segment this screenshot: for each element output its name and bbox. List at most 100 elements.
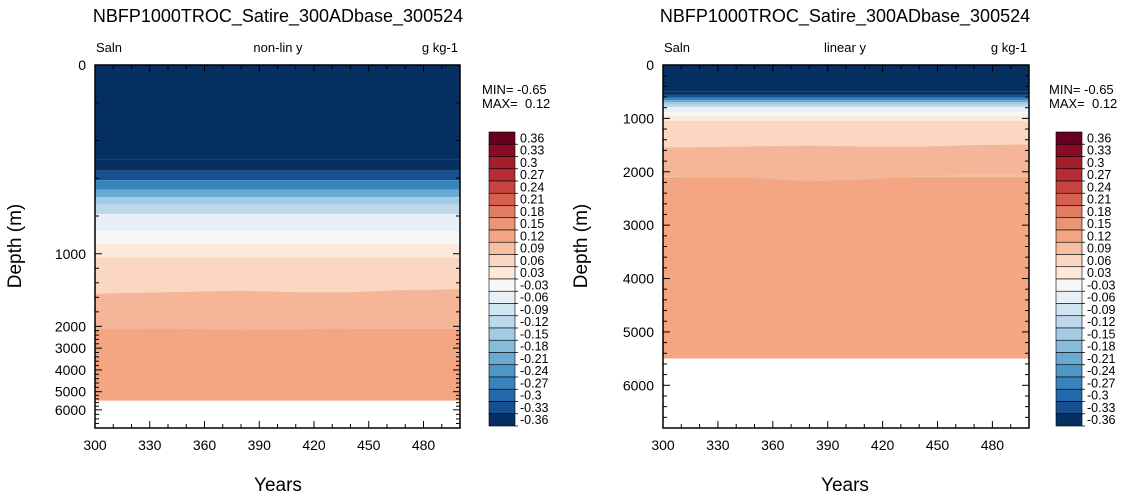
panel-left-xlabel: Years <box>254 475 302 496</box>
colorbar-box <box>1055 217 1083 231</box>
x-tick-label: 480 <box>981 437 1005 453</box>
field-layer <box>95 197 460 205</box>
colorbar-label: 0.27 <box>520 168 544 182</box>
colorbar-box <box>488 168 516 182</box>
salty-layer <box>663 144 1029 182</box>
colorbar-label: 0.24 <box>520 180 544 194</box>
colorbar-box <box>488 327 516 341</box>
below-sea-floor <box>95 400 460 428</box>
panel-right-units-label: g kg-1 <box>991 40 1027 55</box>
colorbar-box <box>1055 315 1083 329</box>
colorbar-box <box>1055 290 1083 304</box>
colorbar-box <box>1055 303 1083 317</box>
colorbar-label: 0.09 <box>1087 242 1111 256</box>
y-tick-label: 3000 <box>55 340 86 356</box>
field-layer <box>95 65 460 160</box>
colorbar-label: 0.09 <box>520 242 544 256</box>
colorbar-box <box>488 143 516 157</box>
colorbar-box <box>1055 131 1083 145</box>
colorbar-box <box>488 401 516 415</box>
colorbar-box <box>1055 327 1083 341</box>
field-layer <box>95 189 460 198</box>
panel-right-ylabel: Depth (m) <box>571 204 592 288</box>
x-tick-label: 390 <box>248 437 272 453</box>
y-tick-label: 5000 <box>623 324 654 340</box>
colorbar-box <box>488 217 516 231</box>
panel-right-y-axis: 0 1000 2000 3000 4000 5000 6000 <box>623 57 1029 429</box>
panel-right-field <box>663 65 1029 428</box>
panel-left-variable-label: Saln <box>96 40 122 55</box>
colorbar-box <box>488 180 516 194</box>
colorbar-box <box>488 352 516 366</box>
x-tick-label: 480 <box>412 437 436 453</box>
x-tick-label: 360 <box>193 437 217 453</box>
x-tick-label: 450 <box>357 437 381 453</box>
colorbar-label: -0.15 <box>1087 327 1116 341</box>
field-layer <box>95 328 460 401</box>
colorbar-label: 0.18 <box>520 205 544 219</box>
colorbar-label: 0.15 <box>1087 217 1111 231</box>
panel-right-xlabel: Years <box>821 475 869 496</box>
colorbar-box <box>1055 388 1083 402</box>
colorbar-box <box>488 413 516 427</box>
panel-right-stat-max: MAX= 0.12 <box>1049 96 1117 111</box>
field-layer <box>663 100 1029 103</box>
colorbar-label: 0.36 <box>520 131 544 145</box>
panel-left-x-axis: 300 330 360 390 420 450 480 <box>83 65 461 453</box>
x-tick-label: 300 <box>83 437 107 453</box>
x-tick-label: 420 <box>302 437 326 453</box>
colorbar-box <box>1055 339 1083 353</box>
x-tick-label: 390 <box>816 437 840 453</box>
colorbar-label: -0.21 <box>1087 352 1116 366</box>
colorbar-label: 0.18 <box>1087 205 1111 219</box>
colorbar-label: -0.03 <box>520 278 549 292</box>
colorbar-label: -0.18 <box>1087 340 1116 354</box>
colorbar-label: 0.3 <box>520 156 537 170</box>
colorbar-label: -0.21 <box>520 352 549 366</box>
field-layer <box>663 177 1029 359</box>
y-tick-label: 4000 <box>623 271 654 287</box>
colorbar-box <box>488 156 516 170</box>
colorbar-box <box>488 229 516 243</box>
colorbar-label: 0.3 <box>1087 156 1104 170</box>
colorbar-box <box>1055 376 1083 390</box>
colorbar-box <box>1055 254 1083 268</box>
colorbar-box <box>488 339 516 353</box>
colorbar-box <box>1055 278 1083 292</box>
colorbar-label: -0.09 <box>1087 303 1116 317</box>
panel-left-field <box>95 65 460 428</box>
colorbar-label: 0.06 <box>1087 254 1111 268</box>
field-layer <box>95 170 460 181</box>
colorbar-box <box>1055 229 1083 243</box>
colorbar-box <box>1055 180 1083 194</box>
panel-left-scale-label: non-lin y <box>253 40 303 55</box>
field-layer <box>95 159 460 171</box>
colorbar-label: -0.12 <box>520 315 549 329</box>
panel-left-stat-max: MAX= 0.12 <box>482 96 550 111</box>
panel-left-title: NBFP1000TROC_Satire_300ADbase_300524 <box>93 6 463 27</box>
colorbar-box <box>488 254 516 268</box>
x-tick-label: 360 <box>761 437 785 453</box>
colorbar-label: -0.03 <box>1087 278 1116 292</box>
field-layer <box>663 107 1029 112</box>
colorbar-label: 0.03 <box>520 266 544 280</box>
x-tick-label: 450 <box>926 437 950 453</box>
colorbar-box <box>488 131 516 145</box>
colorbar-box <box>488 241 516 255</box>
panel-right: NBFP1000TROC_Satire_300ADbase_300524 Sal… <box>571 6 1117 496</box>
colorbar-label: -0.18 <box>520 340 549 354</box>
colorbar-label: 0.06 <box>520 254 544 268</box>
y-tick-label: 1000 <box>623 110 654 126</box>
field-layer <box>95 180 460 190</box>
colorbar-label: 0.03 <box>1087 266 1111 280</box>
colorbar-box <box>1055 192 1083 206</box>
panel-right-x-axis: 300 330 360 390 420 450 480 <box>651 65 1030 453</box>
colorbar-label: -0.36 <box>1087 413 1116 427</box>
colorbar-box <box>488 303 516 317</box>
field-layer <box>663 115 1029 122</box>
colorbar-label: -0.33 <box>1087 401 1116 415</box>
panel-left-y-axis: 0 1000 2000 3000 4000 5000 6000 <box>55 57 460 429</box>
panel-left-units-label: g kg-1 <box>422 40 458 55</box>
field-layer <box>95 214 460 232</box>
colorbar-box <box>488 315 516 329</box>
